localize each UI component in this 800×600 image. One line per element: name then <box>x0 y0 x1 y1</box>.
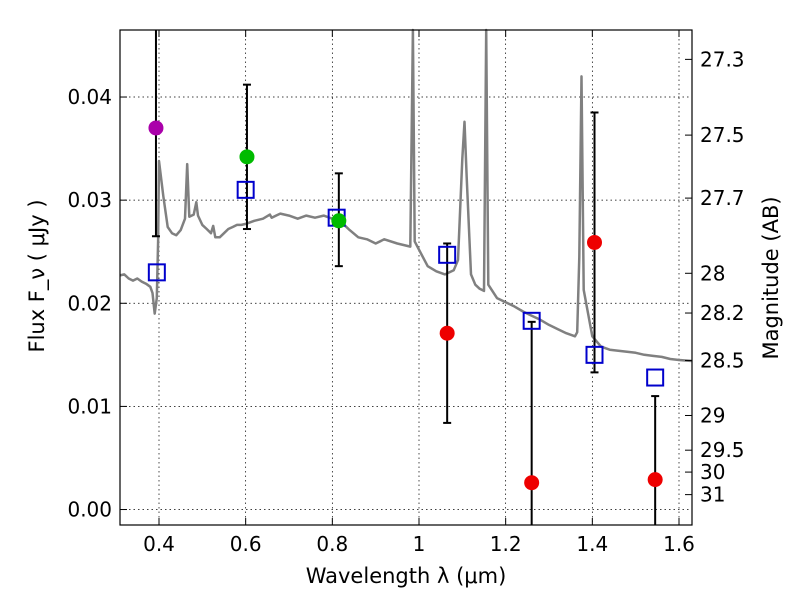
y-axis-label: Flux F_ν ( μJy ) <box>25 199 50 352</box>
model-flux-square <box>585 345 604 364</box>
x-tick-label: 1.6 <box>663 532 695 556</box>
observed-flux-point <box>148 120 164 136</box>
x-tick-label: 0.4 <box>143 532 175 556</box>
magnitude-tick-label: 29.5 <box>700 438 745 462</box>
x-tick-label: 0.6 <box>230 532 262 556</box>
magnitude-tick-label: 28.5 <box>700 348 745 372</box>
model-flux-square <box>236 180 255 199</box>
y-tick-label: 0.02 <box>67 291 112 315</box>
axis-ticks: 0.4 0.6 0.8 1 1.2 1.4 1.6 0.00 0.01 0.02 0.03 0.04 2… <box>67 30 745 556</box>
x-tick-label: 1 <box>413 532 426 556</box>
template-spectrum <box>119 28 693 363</box>
magnitude-tick-label: 27.3 <box>700 47 745 71</box>
observed-flux-point <box>647 472 663 488</box>
x-tick-label: 1.2 <box>490 532 522 556</box>
magnitude-tick-label: 31 <box>700 483 725 507</box>
y-tick-label: 0.03 <box>67 188 112 212</box>
magnitude-tick-label: 29 <box>700 403 725 427</box>
observed-flux-point <box>439 325 455 341</box>
y-tick-label: 0.04 <box>67 85 112 109</box>
magnitude-tick-label: 30 <box>700 460 725 484</box>
data-points <box>147 120 665 491</box>
template-spectrum-line <box>119 28 693 363</box>
model-flux-square <box>522 311 541 330</box>
x-axis-label: Wavelength λ (μm) <box>306 564 507 588</box>
magnitude-tick-label: 28.2 <box>700 301 745 325</box>
magnitude-tick-label: 27.5 <box>700 123 745 147</box>
observed-flux-point <box>239 149 255 165</box>
grid <box>120 30 692 525</box>
observed-flux-point <box>587 234 602 250</box>
x-tick-label: 1.4 <box>576 532 608 556</box>
magnitude-tick-label: 27.7 <box>700 186 745 210</box>
right-axis-label: Magnitude (AB) <box>759 196 783 359</box>
model-flux-square <box>646 368 665 387</box>
observed-flux-point <box>524 475 540 491</box>
model-flux-square <box>147 263 166 282</box>
y-tick-label: 0.00 <box>67 498 112 522</box>
plot-frame <box>119 29 693 526</box>
observed-flux-point <box>331 213 347 229</box>
magnitude-tick-label: 28 <box>700 261 725 285</box>
x-tick-label: 0.8 <box>316 532 348 556</box>
y-tick-label: 0.01 <box>67 394 112 418</box>
model-flux-square <box>438 245 457 264</box>
